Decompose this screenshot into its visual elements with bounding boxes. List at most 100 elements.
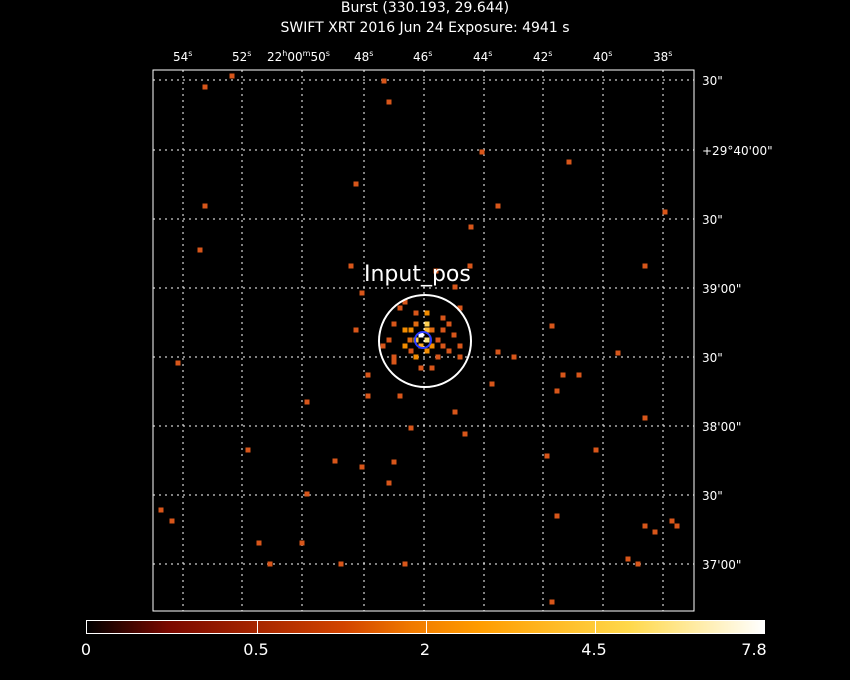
photon-event	[332, 458, 338, 464]
source-photon-event	[408, 348, 414, 354]
dec-tick-39m00s: 39'00"	[702, 282, 742, 296]
photon-event	[615, 350, 621, 356]
photon-event	[304, 491, 310, 497]
photon-event	[381, 78, 387, 84]
dec-tick-38m00s: 38'00"	[702, 420, 742, 434]
source-photon-event	[446, 348, 452, 354]
source-photon-event	[402, 299, 408, 305]
colorbar-label-4-5: 4.5	[581, 640, 607, 659]
photon-event	[642, 523, 648, 529]
photon-event	[468, 224, 474, 230]
source-photon-event	[380, 343, 386, 349]
photon-event	[462, 431, 468, 437]
photon-event	[549, 323, 555, 329]
source-photon-event	[446, 321, 452, 327]
colorbar-tick	[426, 621, 427, 633]
photon-event	[669, 518, 675, 524]
source-photon-event	[413, 321, 419, 327]
photon-event	[452, 409, 458, 415]
source-photon-event	[397, 305, 403, 311]
photon-event	[402, 561, 408, 567]
photon-event	[348, 263, 354, 269]
source-photon-event	[413, 310, 419, 316]
ra-tick-44: 44s	[473, 49, 493, 65]
source-photon-event	[391, 321, 397, 327]
dec-tick-30s-d: 30"	[702, 489, 723, 503]
photon-event	[576, 372, 582, 378]
photon-event	[386, 480, 392, 486]
source-photon-event	[391, 359, 397, 365]
photon-event	[662, 209, 668, 215]
photon-event	[544, 453, 550, 459]
source-photon-event	[418, 365, 424, 371]
photon-event	[554, 388, 560, 394]
photon-event	[299, 540, 305, 546]
photon-event	[433, 268, 439, 274]
ra-tick-46: 46s	[413, 49, 433, 65]
source-photon-event	[429, 327, 435, 333]
source-photon-event	[440, 315, 446, 321]
photon-event	[386, 99, 392, 105]
photon-event	[359, 290, 365, 296]
ra-tick-48: 48s	[354, 49, 374, 65]
source-photon-event	[424, 327, 430, 333]
photon-event	[593, 447, 599, 453]
photon-event	[267, 561, 273, 567]
source-photon-event	[413, 354, 419, 360]
photon-event	[175, 360, 181, 366]
source-photon-event	[429, 365, 435, 371]
colorbar-tick	[257, 621, 258, 633]
photon-event	[365, 393, 371, 399]
photon-event	[304, 399, 310, 405]
source-photon-event	[424, 337, 430, 343]
photon-event	[635, 561, 641, 567]
photon-event	[365, 372, 371, 378]
photon-event	[642, 263, 648, 269]
source-photon-event	[424, 321, 430, 327]
photon-event	[169, 518, 175, 524]
source-photon-event	[429, 343, 435, 349]
colorbar-tick	[595, 621, 596, 633]
source-photon-event	[457, 343, 463, 349]
source-photon-event	[457, 305, 463, 311]
photon-event	[353, 181, 359, 187]
source-region-circle	[378, 294, 472, 388]
photon-event	[495, 349, 501, 355]
dec-tick-30s-c: 30"	[702, 351, 723, 365]
photon-event	[566, 159, 572, 165]
source-photon-event	[435, 337, 441, 343]
source-photon-event	[424, 348, 430, 354]
photon-event	[554, 513, 560, 519]
source-photon-event	[391, 354, 397, 360]
coordinate-grid	[153, 70, 694, 611]
source-photon-event	[418, 332, 424, 338]
image-title: Burst (330.193, 29.644)	[340, 0, 510, 16]
region-label: Input_pos	[364, 262, 471, 287]
colorbar-label-7-8: 7.8	[741, 640, 767, 659]
source-photon-event	[407, 337, 413, 343]
photon-event	[338, 561, 344, 567]
photon-event	[202, 84, 208, 90]
ra-tick-38: 38s	[653, 49, 673, 65]
source-photon-event	[402, 343, 408, 349]
source-photon-event	[386, 337, 392, 343]
source-photon-event	[424, 310, 430, 316]
colorbar-label-0-5: 0.5	[243, 640, 269, 659]
source-photon-event	[457, 354, 463, 360]
input-position-marker	[414, 331, 432, 349]
photon-event	[479, 149, 485, 155]
photon-event	[652, 529, 658, 535]
dec-tick-37m00s: 37'00"	[702, 558, 742, 572]
dec-tick-30s-a: 30"	[702, 74, 723, 88]
ra-tick-54: 54s	[173, 49, 193, 65]
colorbar-label-2: 2	[419, 640, 431, 659]
photon-event	[511, 354, 517, 360]
colorbar	[86, 620, 765, 634]
photon-event	[359, 464, 365, 470]
sky-image-plot	[152, 69, 695, 612]
photon-event	[397, 393, 403, 399]
photon-event	[674, 523, 680, 529]
photon-event	[197, 247, 203, 253]
colorbar-label-0: 0	[80, 640, 92, 659]
source-photon-event	[440, 327, 446, 333]
